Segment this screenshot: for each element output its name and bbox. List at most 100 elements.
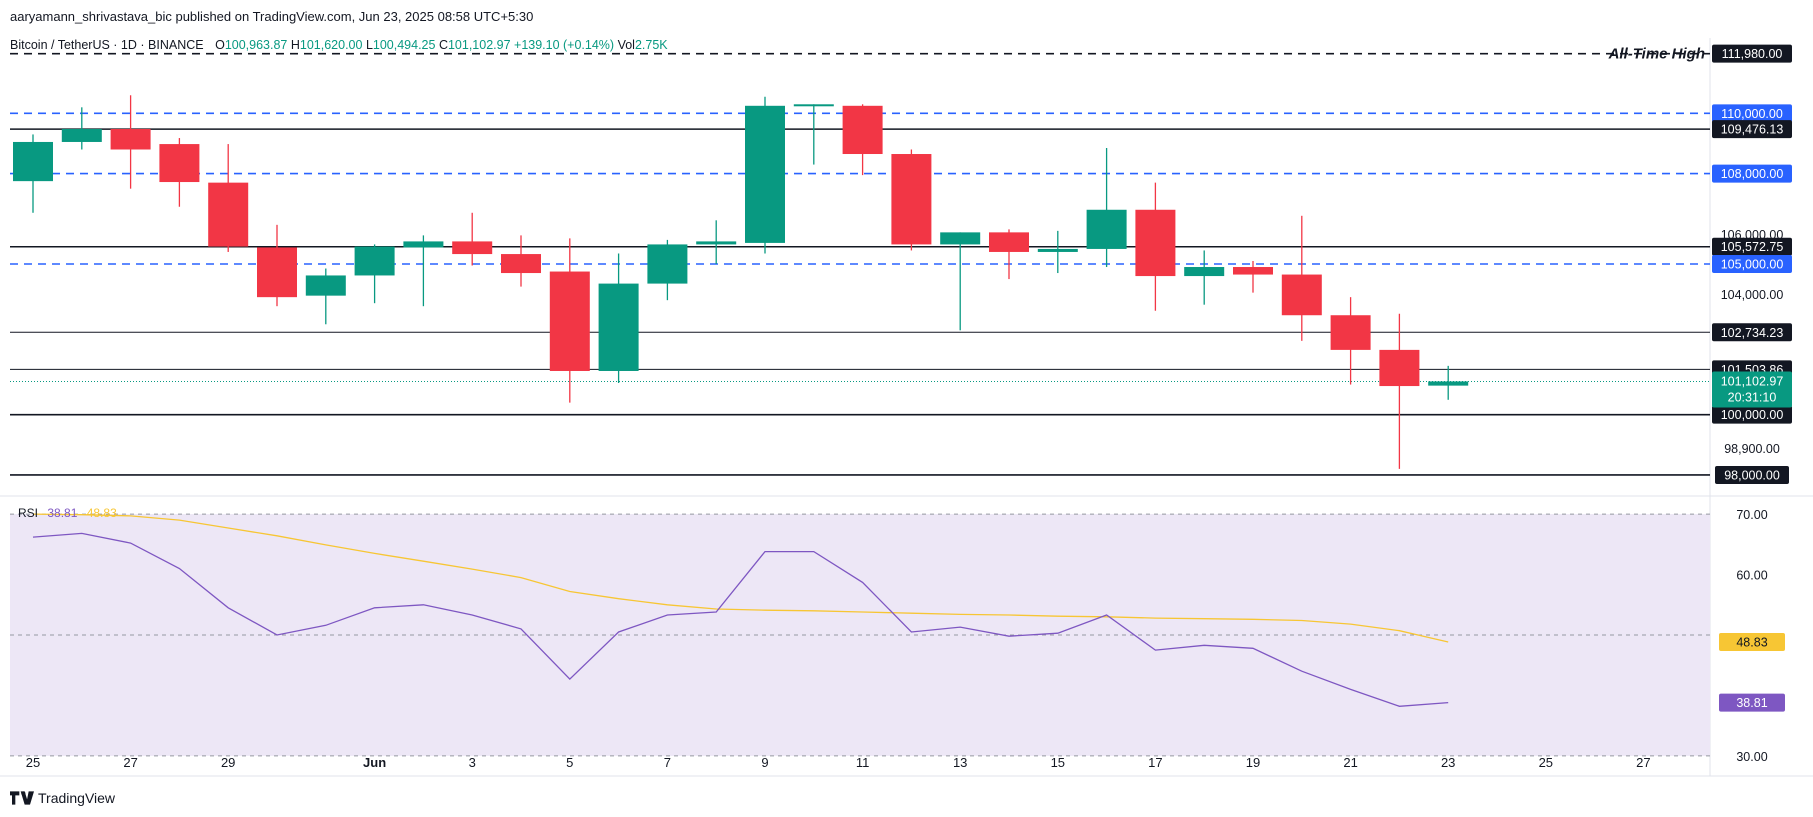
candle-body bbox=[305, 275, 346, 296]
low-label: L bbox=[365, 38, 373, 52]
time-tick-label: 27 bbox=[1636, 755, 1650, 770]
volume-value: 2.75K bbox=[634, 38, 668, 52]
last-price-label: 101,102.97 bbox=[1721, 374, 1784, 388]
price-axis: 106,000.00104,000.0098,900.00111,980.001… bbox=[1712, 44, 1792, 764]
candle-body bbox=[696, 241, 737, 245]
candle-body bbox=[452, 241, 493, 255]
time-tick-label: 27 bbox=[123, 755, 137, 770]
candle-body bbox=[793, 104, 834, 107]
level-label-box bbox=[1712, 120, 1792, 139]
time-tick-label: 11 bbox=[856, 755, 870, 770]
time-tick-label: 3 bbox=[469, 755, 476, 770]
tradingview-brand[interactable]: TradingView bbox=[10, 790, 115, 806]
candle-body bbox=[501, 254, 541, 274]
candlestick-series bbox=[13, 95, 1469, 469]
candle-body bbox=[403, 241, 444, 248]
candle-body bbox=[842, 105, 883, 155]
last-price-box bbox=[1712, 371, 1792, 408]
level-label: 109,476.13 bbox=[1721, 123, 1784, 137]
level-label: 105,572.75 bbox=[1721, 240, 1784, 254]
level-label: 105,000.00 bbox=[1721, 258, 1784, 272]
level-label: 111,980.00 bbox=[1722, 47, 1783, 61]
level-label: 102,734.23 bbox=[1721, 326, 1784, 340]
all-time-high-annotation: All-Time High bbox=[1608, 46, 1705, 63]
time-axis: 25 27 29 Jun 3 5 7 9 11 13 15 17 19 21 23 25 27 bbox=[26, 755, 1651, 770]
rsi-background bbox=[0, 38, 1813, 777]
candle-body bbox=[1086, 209, 1127, 249]
countdown-label: 20:31:10 bbox=[1728, 390, 1777, 404]
candle-body bbox=[110, 129, 151, 150]
candle-body bbox=[940, 232, 981, 245]
candle-body bbox=[1233, 267, 1273, 275]
candle-body bbox=[61, 129, 102, 142]
candle-body bbox=[598, 283, 639, 371]
candle-body bbox=[1379, 349, 1420, 387]
candle-body bbox=[257, 247, 297, 298]
level-label: 110,000.00 bbox=[1721, 107, 1783, 121]
level-label: 98,000.00 bbox=[1724, 468, 1780, 482]
time-tick-label: 15 bbox=[1051, 755, 1065, 770]
candle-body bbox=[159, 144, 200, 183]
symbol-title[interactable]: Bitcoin / TetherUS · 1D · BINANCE bbox=[10, 38, 204, 52]
time-tick-label: 17 bbox=[1148, 755, 1162, 770]
candle-body bbox=[1135, 209, 1176, 277]
level-label-box bbox=[1712, 255, 1792, 274]
level-label-box bbox=[1712, 104, 1792, 123]
time-tick-label: 7 bbox=[664, 755, 671, 770]
rsi-value: 38.81 bbox=[47, 506, 78, 520]
rsi-ma-line bbox=[32, 513, 1449, 643]
level-label-box bbox=[1712, 164, 1792, 183]
open-label: O bbox=[215, 38, 225, 52]
time-tick-label: Jun bbox=[363, 755, 386, 770]
time-tick-label: 9 bbox=[761, 755, 768, 770]
level-label: 108,000.00 bbox=[1721, 167, 1784, 181]
price-tick-label: 104,000.00 bbox=[1721, 288, 1784, 302]
time-tick-label: 13 bbox=[953, 755, 967, 770]
high-value: 101,620.00 bbox=[299, 38, 363, 52]
candle-body bbox=[13, 141, 53, 182]
level-label: 100,000.00 bbox=[1721, 408, 1784, 422]
high-label: H bbox=[290, 38, 300, 52]
time-tick-label: 21 bbox=[1343, 755, 1357, 770]
volume-label: Vol bbox=[617, 38, 635, 52]
price-tick-label: 98,900.00 bbox=[1724, 442, 1780, 456]
rsi-tick-label: 70.00 bbox=[1736, 508, 1767, 522]
publisher-line: aaryamann_shrivastava_bic published on T… bbox=[10, 9, 534, 24]
ohlc-legend: Bitcoin / TetherUS · 1D · BINANCE O100,9… bbox=[10, 38, 668, 52]
candle-body bbox=[1330, 315, 1371, 350]
candle-body bbox=[549, 271, 590, 371]
rsi-ma-current-box bbox=[1719, 633, 1785, 652]
level-label-box bbox=[1712, 323, 1792, 342]
rsi-series bbox=[32, 513, 1449, 707]
tradingview-logo-icon bbox=[10, 791, 34, 805]
rsi-ma-value: 48.83 bbox=[86, 506, 117, 520]
candle-body bbox=[1281, 274, 1322, 316]
candle-body bbox=[891, 154, 932, 245]
time-tick-label: 25 bbox=[26, 755, 40, 770]
change-value: +139.10 (+0.14%) bbox=[514, 38, 615, 52]
candle-body bbox=[1037, 248, 1078, 252]
close-label: C bbox=[438, 38, 448, 52]
rsi-legend: RSI 38.81 48.83 bbox=[18, 506, 117, 520]
time-tick-label: 19 bbox=[1246, 755, 1260, 770]
open-value: 100,963.87 bbox=[224, 38, 288, 52]
candle-body bbox=[647, 244, 688, 284]
time-tick-label: 23 bbox=[1441, 755, 1455, 770]
candle-body bbox=[1184, 267, 1225, 277]
low-value: 100,494.25 bbox=[372, 38, 436, 52]
close-value: 101,102.97 bbox=[447, 38, 511, 52]
time-tick-label: 5 bbox=[566, 755, 573, 770]
candle-body bbox=[989, 232, 1029, 252]
rsi-current-label: 38.81 bbox=[1736, 696, 1767, 710]
time-tick-label: 25 bbox=[1539, 755, 1553, 770]
candle-body bbox=[1428, 381, 1469, 386]
level-label-box bbox=[1715, 465, 1789, 484]
candle-body bbox=[745, 105, 785, 243]
candle-body bbox=[208, 182, 249, 247]
brand-name: TradingView bbox=[38, 790, 116, 806]
candle-body bbox=[354, 246, 395, 276]
level-label-box bbox=[1712, 405, 1792, 424]
level-label-box bbox=[1712, 44, 1792, 63]
rsi-line bbox=[32, 532, 1449, 707]
